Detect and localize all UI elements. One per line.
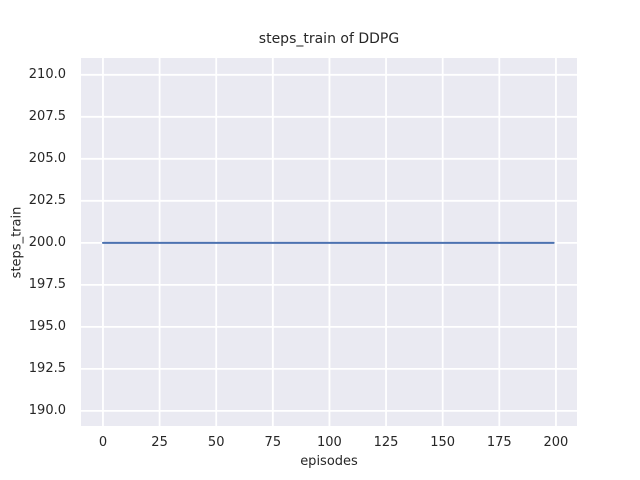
x-tick-label: 150: [430, 435, 456, 450]
x-tick-label: 100: [317, 435, 342, 450]
x-tick-label: 75: [264, 435, 282, 450]
y-tick-label: 210.0: [28, 66, 66, 82]
plot-canvas: [81, 58, 577, 426]
x-tick-label: 25: [151, 435, 168, 450]
y-tick-label: 190.0: [28, 402, 66, 418]
chart-title: steps_train of DDPG: [258, 31, 400, 47]
y-tick-label: 205.0: [28, 150, 66, 166]
y-tick-label: 207.5: [28, 108, 66, 124]
y-tick-label: 200.0: [28, 234, 66, 250]
x-tick-label: 200: [543, 435, 569, 450]
x-tick-label: 125: [373, 435, 399, 450]
plot-area: [81, 58, 577, 426]
y-tick-label: 195.0: [28, 318, 66, 334]
y-tick-label: 197.5: [28, 276, 66, 292]
x-tick-label: 175: [486, 435, 512, 450]
x-axis-label: episodes: [300, 454, 358, 469]
x-tick-label: 0: [98, 435, 108, 450]
y-tick-label: 202.5: [28, 192, 66, 208]
x-tick-label: 50: [207, 435, 225, 450]
y-tick-label: 192.5: [28, 360, 66, 376]
